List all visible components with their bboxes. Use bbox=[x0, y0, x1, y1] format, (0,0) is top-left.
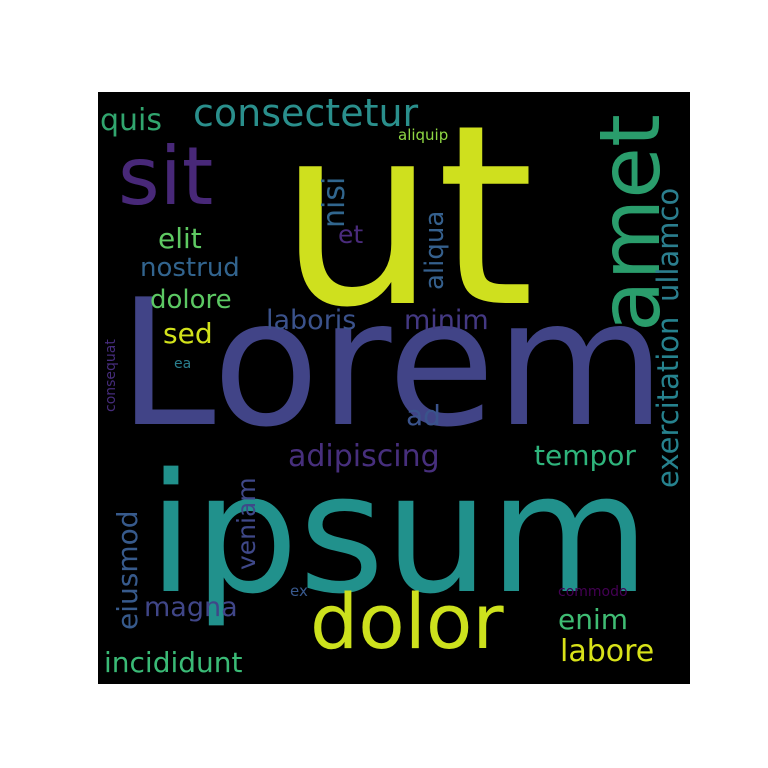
word-ut: ut bbox=[278, 92, 535, 362]
word-magna: magna bbox=[144, 592, 238, 623]
word-sit: sit bbox=[118, 130, 214, 223]
word-enim: enim bbox=[558, 603, 629, 636]
word-lorem: Lorem bbox=[118, 263, 666, 466]
word-dolore: dolore bbox=[150, 285, 232, 315]
word-commodo: commodo bbox=[558, 584, 628, 600]
word-ad: ad bbox=[406, 399, 441, 432]
word-incididunt: incididunt bbox=[104, 646, 243, 679]
word-tempor: tempor bbox=[534, 439, 636, 472]
word-consectetur: consectetur bbox=[193, 92, 419, 135]
word-ex: ex bbox=[290, 582, 308, 600]
word-aliquip: aliquip bbox=[398, 126, 449, 144]
word-veniam: veniam bbox=[232, 477, 261, 570]
word-exercitation: exercitation bbox=[651, 316, 685, 488]
word-ullamco: ullamco bbox=[651, 187, 685, 302]
word-minim: minim bbox=[404, 305, 489, 336]
word-consequat: consequat bbox=[103, 339, 119, 412]
word-aliqua: aliqua bbox=[420, 210, 450, 290]
word-et: et bbox=[338, 220, 364, 249]
word-laboris: laboris bbox=[266, 305, 357, 336]
word-dolor: dolor bbox=[310, 577, 504, 666]
word-sed: sed bbox=[163, 317, 213, 350]
word-ipsum: ipsum bbox=[148, 438, 650, 630]
word-eiusmod: eiusmod bbox=[111, 510, 144, 630]
word-cloud-canvas: ut Lorem ipsum dolor amet sit consectetu… bbox=[98, 92, 690, 684]
word-adipiscing: adipiscing bbox=[288, 439, 440, 474]
word-ea: ea bbox=[174, 356, 192, 372]
word-quis: quis bbox=[100, 103, 163, 138]
word-elit: elit bbox=[158, 222, 202, 255]
word-nostrud: nostrud bbox=[140, 253, 240, 283]
word-labore: labore bbox=[560, 634, 655, 669]
